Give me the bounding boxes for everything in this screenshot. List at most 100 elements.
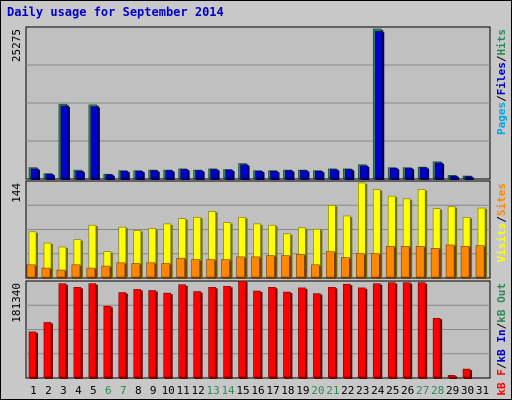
y-max-label-kbytes: 181340	[10, 283, 23, 323]
bar-kb-f	[328, 287, 336, 378]
bar-sites	[415, 246, 425, 278]
bar-files	[374, 30, 383, 179]
bar-sites	[206, 259, 215, 278]
bar-files	[434, 162, 443, 179]
bar-kb-f	[447, 375, 456, 378]
bar-files	[180, 169, 188, 179]
x-tick-label: 6	[105, 384, 112, 397]
legend-item: kB F	[495, 369, 508, 396]
bar-sites	[296, 253, 305, 278]
x-tick-label: 4	[75, 384, 82, 397]
bar-sites	[131, 263, 141, 278]
bar-sites	[56, 269, 66, 278]
x-tick-label: 10	[162, 384, 175, 397]
bar-sites	[176, 257, 185, 278]
legend-hits-files-pages: Pages/Files/Hits	[495, 29, 508, 135]
bar-sites	[341, 257, 350, 278]
x-tick-label: 18	[281, 384, 294, 397]
bar-files	[60, 105, 69, 179]
bar-files	[270, 170, 278, 179]
bar-files	[449, 175, 458, 179]
x-tick-label: 29	[446, 384, 459, 397]
bar-sites	[146, 262, 156, 278]
bar-kb-f	[417, 282, 426, 378]
bar-files	[464, 176, 473, 179]
bar-files	[105, 174, 114, 179]
bar-kb-f	[253, 290, 261, 378]
bar-sites	[281, 255, 290, 278]
x-tick-label: 31	[476, 384, 489, 397]
x-tick-label: 23	[356, 384, 369, 397]
legend-separator: /	[495, 322, 508, 329]
bar-files	[419, 167, 428, 179]
bar-sites	[475, 245, 485, 278]
bar-files	[300, 170, 308, 179]
bar-files	[30, 168, 39, 179]
bar-sites	[161, 263, 171, 278]
x-tick-label: 20	[311, 384, 324, 397]
x-tick-label: 24	[371, 384, 385, 397]
bar-kb-f	[28, 331, 37, 378]
legend-item: Sites	[495, 183, 508, 216]
bar-kb-f	[238, 280, 246, 378]
bar-kb-f	[283, 291, 291, 378]
x-tick-label: 26	[401, 384, 414, 397]
x-tick-label: 30	[461, 384, 474, 397]
x-tick-label: 22	[341, 384, 354, 397]
bar-sites	[355, 253, 365, 278]
bar-sites	[101, 265, 111, 278]
bar-shadow-kb-f	[449, 376, 458, 379]
bar-files	[120, 170, 129, 179]
bar-sites	[430, 248, 440, 278]
bar-kb-f	[118, 292, 127, 378]
bar-sites	[116, 262, 126, 278]
bar-kb-f	[58, 283, 67, 378]
bar-files	[359, 165, 368, 179]
legend-separator: /	[495, 362, 508, 369]
bar-kb-f	[387, 282, 396, 378]
bar-kb-f	[313, 293, 321, 378]
x-tick-label: 9	[150, 384, 157, 397]
bar-sites	[400, 246, 410, 278]
bar-files	[75, 170, 84, 179]
bar-files	[285, 170, 293, 179]
bar-kb-f	[148, 290, 157, 378]
x-tick-label: 28	[431, 384, 444, 397]
x-tick-label: 15	[236, 384, 249, 397]
bar-files	[225, 169, 233, 179]
bar-kb-f	[223, 286, 231, 378]
chart-title: Daily usage for September 2014	[7, 5, 224, 19]
bar-kb-f	[133, 289, 142, 378]
legend-item: Files	[495, 62, 508, 95]
bar-sites	[370, 253, 380, 278]
x-tick-label: 8	[135, 384, 142, 397]
legend-item: kB Out	[495, 283, 508, 323]
bar-sites	[385, 246, 395, 278]
bar-files	[210, 169, 218, 179]
x-tick-label: 12	[192, 384, 205, 397]
bar-kb-f	[73, 287, 82, 378]
x-tick-label: 3	[60, 384, 67, 397]
legend-separator: /	[495, 95, 508, 102]
x-tick-label: 21	[326, 384, 339, 397]
x-tick-label: 5	[90, 384, 97, 397]
bar-files	[135, 170, 144, 179]
bar-sites	[191, 259, 200, 278]
bar-sites	[71, 264, 81, 278]
bar-sites	[445, 244, 455, 278]
x-tick-label: 7	[120, 384, 127, 397]
bar-sites	[266, 255, 275, 278]
x-tick-label: 1	[30, 384, 37, 397]
legend-item: Hits	[495, 29, 508, 56]
legend-separator: /	[495, 55, 508, 62]
x-tick-label: 14	[221, 384, 235, 397]
bar-sites	[236, 256, 245, 278]
bar-sites	[86, 267, 96, 278]
bar-kb-f	[268, 287, 276, 378]
x-tick-label: 25	[386, 384, 399, 397]
x-tick-label: 19	[296, 384, 309, 397]
legend-item: Visits	[495, 223, 508, 263]
x-tick-label: 16	[251, 384, 264, 397]
